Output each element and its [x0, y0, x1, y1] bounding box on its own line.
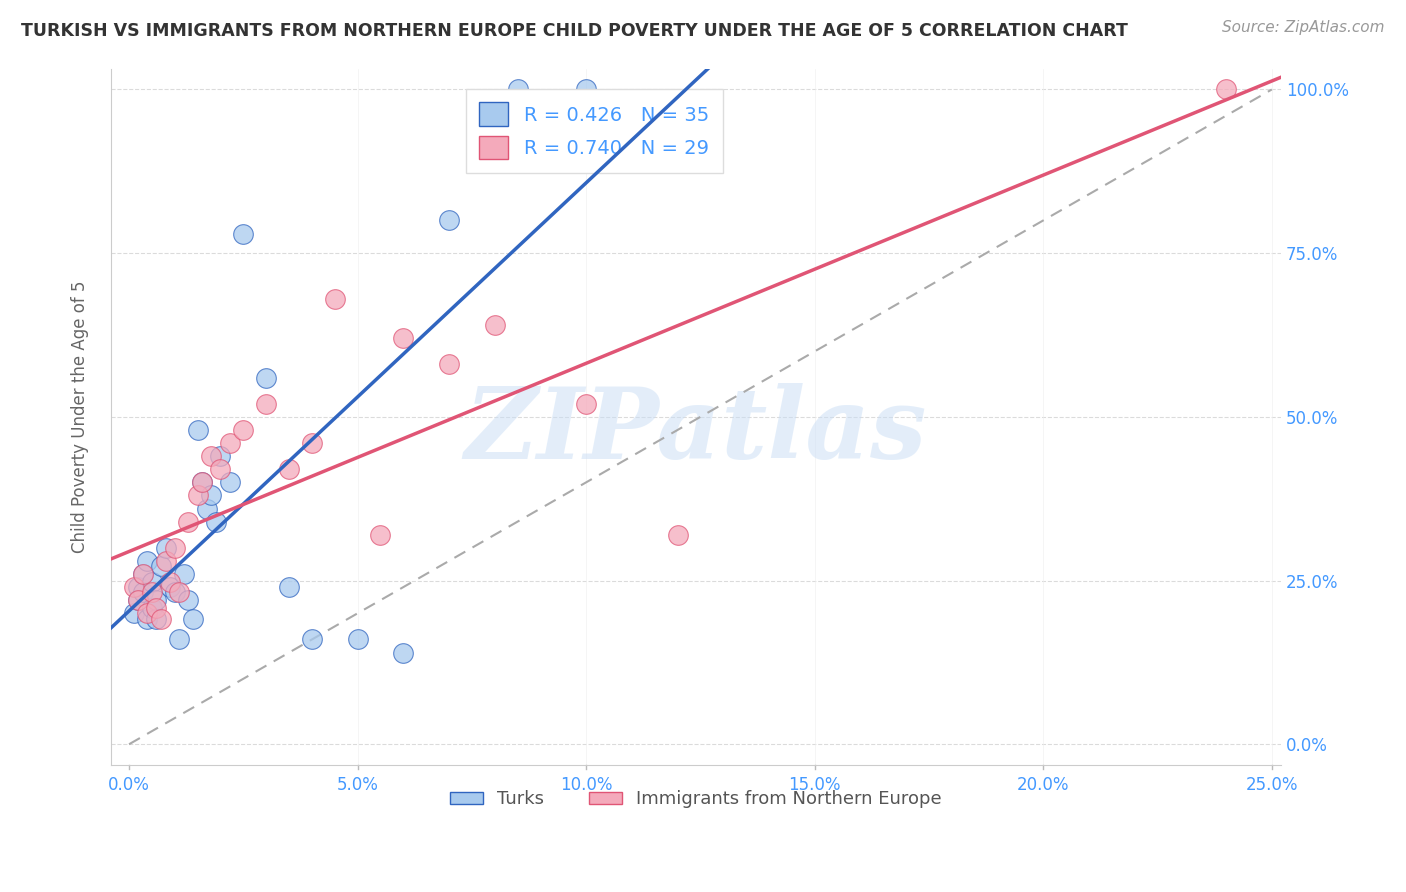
Point [163, 585, 186, 599]
Point [484, 318, 506, 333]
Point [218, 475, 240, 490]
Point [506, 82, 529, 96]
Point [169, 585, 191, 599]
Point [177, 593, 200, 607]
Point [145, 611, 167, 625]
Point [254, 370, 277, 384]
Point [187, 488, 209, 502]
Point [141, 585, 163, 599]
Point [132, 585, 155, 599]
Text: TURKISH VS IMMIGRANTS FROM NORTHERN EUROPE CHILD POVERTY UNDER THE AGE OF 5 CORR: TURKISH VS IMMIGRANTS FROM NORTHERN EURO… [21, 22, 1128, 40]
Point [346, 632, 368, 647]
Point [209, 462, 232, 476]
Text: 5.0%: 5.0% [336, 776, 378, 794]
Point [301, 436, 323, 450]
Text: Source: ZipAtlas.com: Source: ZipAtlas.com [1222, 20, 1385, 35]
Point [323, 292, 346, 306]
Point [155, 541, 177, 555]
Point [122, 580, 145, 594]
Point [122, 607, 145, 621]
Point [145, 601, 167, 615]
Point [392, 646, 415, 660]
Point [155, 554, 177, 568]
Point [141, 601, 163, 615]
Point [150, 611, 173, 625]
Point [136, 611, 159, 625]
Point [218, 436, 240, 450]
Point [127, 580, 149, 594]
Point [575, 397, 598, 411]
Point [437, 358, 460, 372]
Point [195, 501, 218, 516]
Point [145, 593, 167, 607]
Point [205, 515, 228, 529]
Point [666, 527, 689, 541]
Point [159, 580, 181, 594]
Point [169, 632, 191, 647]
Point [127, 593, 149, 607]
Text: 15.0%: 15.0% [789, 776, 841, 794]
Point [209, 449, 232, 463]
Text: 10.0%: 10.0% [560, 776, 613, 794]
Point [232, 227, 254, 241]
Point [575, 82, 598, 96]
Point [177, 515, 200, 529]
Point [136, 607, 159, 621]
Point [127, 593, 149, 607]
Point [232, 423, 254, 437]
Point [278, 462, 301, 476]
Point [1215, 82, 1237, 96]
Point [278, 580, 301, 594]
Point [136, 554, 159, 568]
Text: ZIPatlas: ZIPatlas [464, 383, 927, 479]
Point [200, 449, 222, 463]
Point [392, 331, 415, 345]
Point [370, 527, 392, 541]
Point [187, 423, 209, 437]
Point [181, 611, 204, 625]
Point [141, 574, 163, 589]
Text: 0.0%: 0.0% [108, 776, 150, 794]
Point [150, 559, 173, 574]
Point [159, 574, 181, 589]
Y-axis label: Child Poverty Under the Age of 5: Child Poverty Under the Age of 5 [72, 281, 89, 553]
Point [132, 567, 155, 582]
Point [132, 567, 155, 582]
Point [191, 475, 214, 490]
Point [173, 567, 195, 582]
Point [191, 475, 214, 490]
Point [301, 632, 323, 647]
Legend: Turks, Immigrants from Northern Europe: Turks, Immigrants from Northern Europe [443, 783, 949, 815]
Point [163, 541, 186, 555]
Point [254, 397, 277, 411]
Point [437, 213, 460, 227]
Point [200, 488, 222, 502]
Text: 20.0%: 20.0% [1017, 776, 1070, 794]
Text: 25.0%: 25.0% [1246, 776, 1298, 794]
